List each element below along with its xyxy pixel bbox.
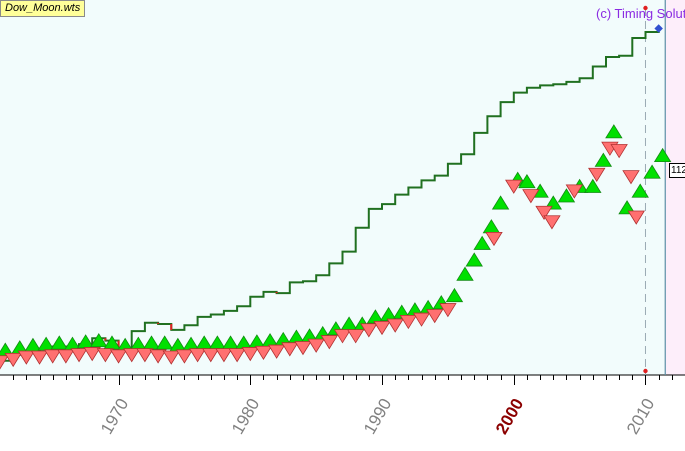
down-triangle-marker: [43, 349, 62, 364]
up-triangle-marker: [491, 195, 510, 210]
up-triangle-marker: [594, 152, 613, 167]
up-triangle-marker: [456, 266, 474, 281]
down-triangle-marker: [386, 318, 404, 333]
down-triangle-marker: [96, 348, 115, 363]
down-triangle-marker: [241, 347, 260, 362]
down-triangle-marker: [228, 348, 246, 363]
down-triangle-marker: [627, 210, 645, 225]
up-triangle-marker: [518, 173, 536, 189]
up-triangle-marker: [155, 335, 174, 350]
down-triangle-marker: [307, 338, 325, 353]
down-triangle-marker: [136, 348, 154, 363]
down-triangle-marker: [109, 349, 128, 364]
down-triangle-marker: [565, 184, 584, 199]
down-triangle-marker: [425, 309, 444, 324]
up-triangle-marker: [605, 124, 623, 139]
down-triangle-marker: [333, 329, 352, 344]
up-triangle-marker: [473, 235, 491, 250]
down-triangle-marker: [346, 329, 365, 344]
current-value-tag: 112: [669, 163, 685, 178]
down-triangle-marker: [588, 167, 606, 183]
down-triangle-marker: [70, 348, 88, 363]
down-triangle-marker: [57, 349, 75, 364]
down-triangle-marker: [17, 350, 36, 365]
down-triangle-marker: [360, 323, 378, 338]
down-triangle-marker: [162, 350, 180, 365]
copyright-notice: (c) Timing Solution: [596, 6, 685, 21]
down-triangle-marker: [188, 348, 207, 363]
down-triangle-marker: [439, 303, 457, 318]
down-triangle-marker: [202, 348, 220, 363]
down-triangle-marker: [281, 342, 299, 357]
down-triangle-marker: [4, 352, 22, 368]
up-triangle-marker: [465, 252, 483, 267]
future-zone: [665, 0, 685, 375]
down-triangle-marker: [535, 205, 553, 220]
up-triangle-marker: [557, 188, 576, 203]
down-triangle-marker: [149, 349, 167, 364]
today-marker-dot-bottom: [643, 368, 648, 374]
down-triangle-marker: [373, 320, 391, 336]
down-triangle-marker: [175, 349, 194, 364]
down-triangle-marker: [0, 355, 9, 370]
down-triangle-marker: [399, 315, 418, 330]
down-triangle-marker: [412, 312, 431, 327]
down-triangle-marker: [543, 215, 561, 230]
down-triangle-marker: [485, 231, 503, 247]
down-triangle-marker: [215, 348, 233, 363]
file-name-label: Dow_Moon.wts: [0, 0, 86, 17]
down-triangle-marker: [123, 348, 141, 363]
down-triangle-marker: [30, 350, 49, 365]
down-triangle-marker: [320, 335, 339, 350]
down-triangle-marker: [294, 341, 312, 356]
down-triangle-marker: [505, 179, 523, 194]
up-triangle-marker: [584, 178, 602, 193]
down-triangle-marker: [622, 170, 640, 185]
down-triangle-marker: [254, 345, 273, 361]
down-triangle-marker: [610, 144, 628, 159]
up-triangle-marker: [631, 183, 649, 198]
up-triangle-marker: [653, 147, 672, 163]
today-marker-dot-top: [643, 5, 648, 11]
up-triangle-marker: [643, 164, 661, 179]
up-triangle-marker: [90, 333, 108, 348]
down-triangle-marker: [83, 347, 101, 362]
down-triangle-marker: [522, 189, 540, 204]
down-triangle-marker: [267, 344, 286, 359]
up-triangle-marker: [50, 335, 68, 350]
up-triangle-marker: [445, 287, 464, 303]
